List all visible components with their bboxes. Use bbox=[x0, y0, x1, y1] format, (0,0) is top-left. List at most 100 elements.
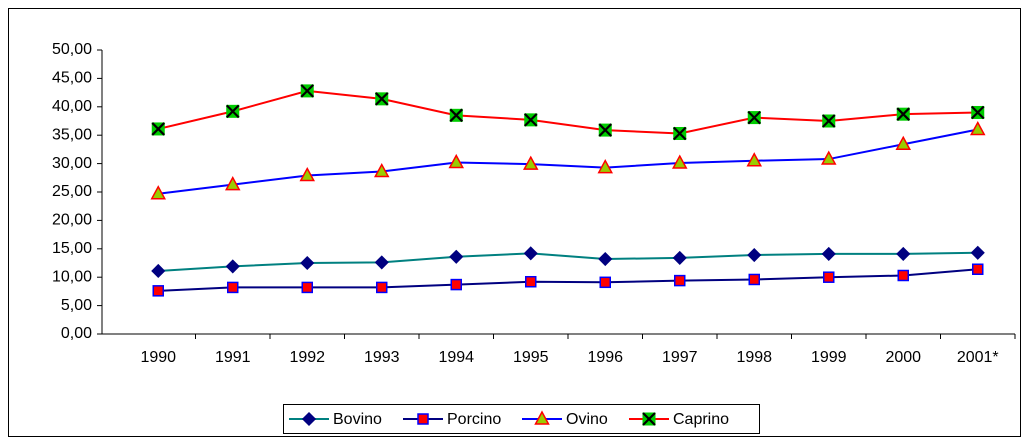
data-point bbox=[820, 150, 837, 165]
data-point bbox=[151, 263, 166, 279]
data-point bbox=[599, 276, 611, 289]
marker-cross bbox=[225, 104, 240, 119]
data-point bbox=[525, 275, 537, 288]
data-point bbox=[300, 84, 315, 98]
data-point bbox=[300, 255, 315, 271]
data-point bbox=[969, 120, 986, 136]
data-point bbox=[821, 246, 836, 261]
marker-cross bbox=[970, 105, 985, 120]
x-tick-label: 1994 bbox=[438, 349, 474, 366]
data-point bbox=[821, 114, 836, 128]
legend-marker bbox=[417, 413, 429, 425]
legend-marker bbox=[534, 410, 550, 425]
x-tick-label: 1999 bbox=[811, 349, 847, 366]
marker-cross bbox=[642, 412, 656, 426]
y-tick-label: 40,00 bbox=[52, 98, 92, 115]
data-point bbox=[674, 274, 686, 287]
y-tick-label: 15,00 bbox=[52, 240, 92, 257]
marker-cross bbox=[151, 122, 166, 136]
legend-box bbox=[283, 404, 760, 434]
data-point bbox=[897, 269, 909, 282]
data-point bbox=[227, 281, 239, 294]
data-point bbox=[672, 126, 687, 141]
data-point bbox=[448, 153, 465, 169]
data-point bbox=[970, 105, 985, 120]
data-point bbox=[972, 263, 984, 275]
y-tick-label: 20,00 bbox=[52, 212, 92, 229]
x-tick-label: 1998 bbox=[736, 349, 772, 366]
series-line bbox=[158, 268, 978, 292]
marker-cross bbox=[896, 107, 911, 121]
data-point bbox=[895, 135, 912, 151]
legend-marker bbox=[301, 411, 317, 427]
data-point bbox=[150, 185, 167, 200]
marker-cross bbox=[449, 108, 464, 123]
data-point bbox=[747, 110, 762, 125]
data-point bbox=[747, 247, 762, 263]
data-point bbox=[748, 273, 760, 286]
data-point bbox=[523, 113, 538, 127]
x-tick-label: 1996 bbox=[587, 349, 623, 366]
data-point bbox=[523, 246, 538, 261]
series-line bbox=[158, 251, 978, 272]
data-point bbox=[823, 271, 835, 283]
chart-border bbox=[8, 8, 1021, 437]
x-tick-label: 2000 bbox=[885, 349, 921, 366]
data-point bbox=[374, 255, 389, 270]
data-point bbox=[225, 259, 240, 274]
x-tick-label: 2001* bbox=[957, 349, 999, 366]
data-point bbox=[598, 251, 613, 267]
legend-label: Bovino bbox=[333, 411, 382, 428]
data-point bbox=[746, 152, 763, 167]
y-tick-label: 45,00 bbox=[52, 70, 92, 87]
data-point bbox=[970, 245, 985, 260]
y-tick-label: 0,00 bbox=[61, 325, 92, 342]
data-point bbox=[299, 166, 316, 182]
data-point bbox=[152, 285, 164, 297]
data-point bbox=[896, 246, 911, 261]
data-point bbox=[374, 92, 389, 106]
data-point bbox=[522, 155, 539, 170]
x-tick-label: 1993 bbox=[364, 349, 400, 366]
legend: Bovino Porcino Ovino Caprino bbox=[283, 404, 760, 434]
data-point bbox=[671, 154, 688, 169]
data-point bbox=[301, 281, 313, 294]
y-tick-label: 50,00 bbox=[52, 41, 92, 58]
marker-cross bbox=[300, 84, 315, 98]
series-line bbox=[158, 128, 978, 195]
legend-label: Porcino bbox=[447, 411, 501, 428]
data-point bbox=[450, 278, 462, 291]
data-point bbox=[224, 176, 241, 191]
x-tick-label: 1990 bbox=[140, 349, 176, 366]
data-point bbox=[597, 159, 614, 174]
x-tick-label: 1991 bbox=[215, 349, 251, 366]
marker-cross bbox=[821, 114, 836, 128]
x-tick-label: 1992 bbox=[289, 349, 325, 366]
x-tick-label: 1995 bbox=[513, 349, 549, 366]
data-point bbox=[449, 249, 464, 264]
data-point bbox=[449, 108, 464, 123]
y-tick-label: 30,00 bbox=[52, 155, 92, 172]
y-tick-label: 25,00 bbox=[52, 183, 92, 200]
marker-cross bbox=[747, 110, 762, 125]
marker-cross bbox=[672, 126, 687, 141]
legend-label: Caprino bbox=[673, 411, 729, 428]
x-tick-label: 1997 bbox=[662, 349, 698, 366]
y-tick-label: 10,00 bbox=[52, 268, 92, 285]
data-point bbox=[376, 281, 388, 294]
legend-marker bbox=[642, 412, 656, 426]
y-tick-label: 35,00 bbox=[52, 126, 92, 143]
data-point bbox=[373, 162, 390, 178]
y-tick-label: 5,00 bbox=[61, 297, 92, 314]
marker-cross bbox=[523, 113, 538, 127]
marker-cross bbox=[374, 92, 389, 106]
data-point bbox=[672, 250, 687, 265]
data-point bbox=[225, 104, 240, 119]
data-point bbox=[151, 122, 166, 136]
series-line bbox=[158, 89, 978, 135]
data-point bbox=[598, 123, 613, 137]
marker-cross bbox=[598, 123, 613, 137]
data-point bbox=[896, 107, 911, 121]
legend-label: Ovino bbox=[566, 411, 608, 428]
